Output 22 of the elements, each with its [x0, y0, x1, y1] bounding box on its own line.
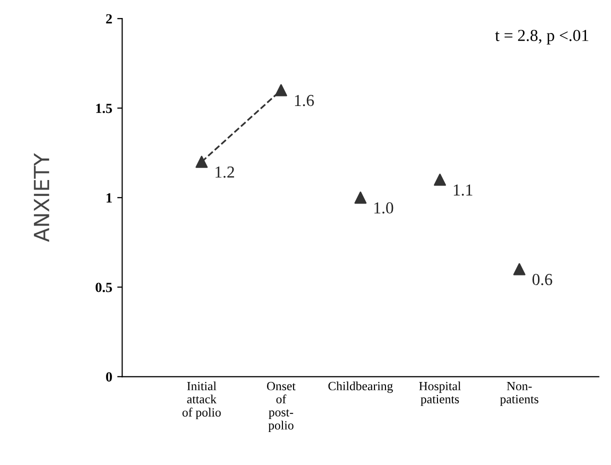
data-label: 1.2: [216, 166, 234, 178]
x-tick-label: Childbearing: [328, 382, 393, 393]
data-label: 1.1: [454, 184, 472, 196]
x-tick-label: Initial attack of polio: [182, 382, 221, 420]
y-tick-label: 1: [106, 193, 112, 202]
point: [513, 263, 526, 276]
point: [196, 156, 208, 168]
data-label: 1.6: [295, 94, 314, 106]
x-tick-label: Onset of post- polio: [266, 382, 296, 432]
y-axis-title: ANXIETY: [34, 153, 50, 242]
y-tick-label: 1.5: [96, 104, 112, 114]
point: [274, 84, 288, 96]
y-tick-label: 2: [106, 14, 112, 24]
x-tick-label: Non- patients: [500, 382, 538, 406]
point: [434, 174, 446, 186]
annotation: t = 2.8, p <.01: [495, 30, 588, 44]
data-label: 1.0: [374, 202, 394, 214]
y-tick-label: 0: [106, 372, 112, 382]
y-tick-label: 0.5: [96, 282, 112, 292]
x-tick-label: Hospital patients: [419, 382, 461, 406]
point: [354, 192, 367, 204]
data-label: 0.6: [532, 274, 552, 286]
